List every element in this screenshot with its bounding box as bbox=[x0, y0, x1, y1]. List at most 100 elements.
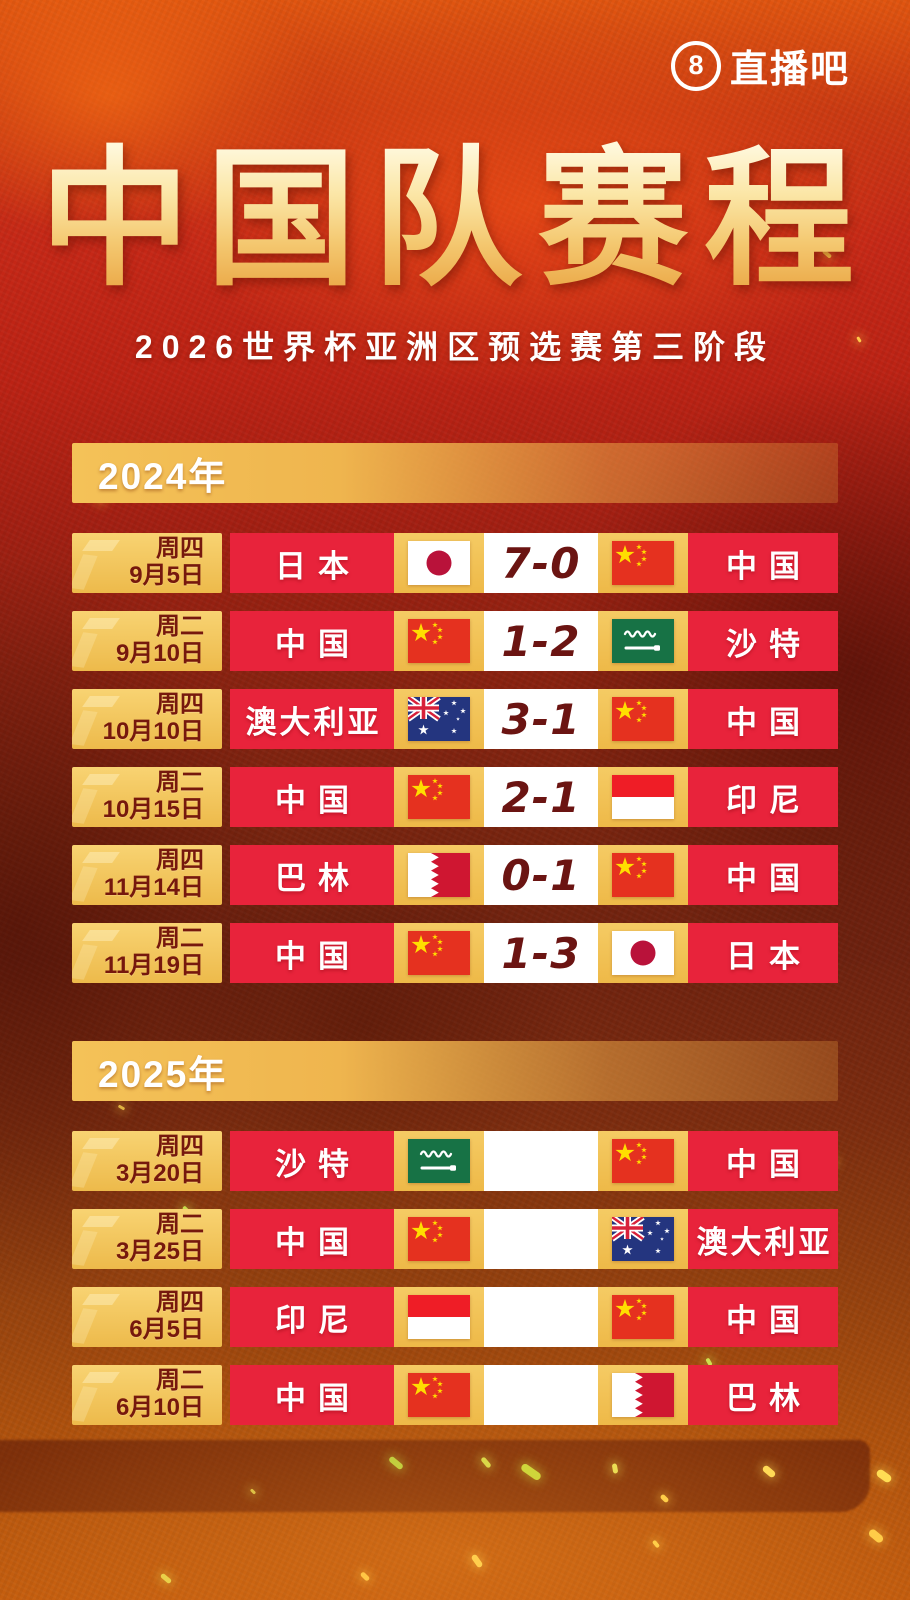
home-team-name: 巴林 bbox=[230, 845, 394, 905]
match-rows: 周四 9月5日 日本 7-0 中国 周二 9月10日 中国 1-2 沙特 周四 … bbox=[72, 533, 838, 983]
match-date-text: 3月25日 bbox=[115, 1238, 204, 1265]
match-weekday: 周二 bbox=[156, 769, 204, 797]
flag-china-icon bbox=[394, 1209, 484, 1269]
match-date-cell: 周四 3月20日 bbox=[72, 1131, 222, 1191]
schedule: 2024年 周四 9月5日 日本 7-0 中国 周二 9月10日 中国 1-2 … bbox=[72, 443, 838, 1425]
ember-spark-icon bbox=[761, 1464, 777, 1479]
away-team-name: 印尼 bbox=[688, 767, 838, 827]
background-dark-band bbox=[0, 1440, 870, 1512]
home-team-name: 中国 bbox=[230, 611, 394, 671]
flag-saudi-arabia-icon bbox=[394, 1131, 484, 1191]
match-date-text: 10月10日 bbox=[102, 718, 204, 745]
home-team-name: 沙特 bbox=[230, 1131, 394, 1191]
flag-china-icon bbox=[598, 533, 688, 593]
zhibo8-wordmark: 直播吧 bbox=[729, 49, 850, 91]
zhibo8-8-icon: 8 bbox=[670, 40, 721, 91]
match-date-text: 9月5日 bbox=[129, 562, 204, 589]
flag-china-icon bbox=[394, 767, 484, 827]
match-row: 周四 9月5日 日本 7-0 中国 bbox=[72, 533, 838, 593]
home-team-name: 日本 bbox=[230, 533, 394, 593]
home-team-name: 中国 bbox=[230, 767, 394, 827]
flag-china-icon bbox=[394, 1365, 484, 1425]
match-weekday: 周四 bbox=[156, 1133, 204, 1161]
match-weekday: 周二 bbox=[156, 1211, 204, 1239]
match-score: 0-1 bbox=[484, 845, 598, 905]
zhibo8-8-number: 8 bbox=[688, 50, 704, 80]
match-date-text: 3月20日 bbox=[115, 1160, 204, 1187]
match-date-cell: 周二 9月10日 bbox=[72, 611, 222, 671]
ember-spark-icon bbox=[249, 1488, 257, 1495]
flag-indonesia-icon bbox=[598, 767, 688, 827]
home-team-name: 中国 bbox=[230, 923, 394, 983]
match-weekday: 周二 bbox=[156, 1367, 204, 1395]
ember-spark-icon bbox=[659, 1493, 670, 1504]
ember-spark-icon bbox=[875, 1468, 893, 1484]
match-date-text: 9月10日 bbox=[115, 640, 204, 667]
poster-title: 中国队赛程 bbox=[0, 138, 910, 300]
flag-china-icon bbox=[394, 611, 484, 671]
ember-spark-icon bbox=[519, 1462, 543, 1482]
ember-spark-icon bbox=[159, 1572, 173, 1585]
match-date-text: 11月19日 bbox=[103, 952, 204, 979]
away-team-name: 中国 bbox=[688, 845, 838, 905]
match-row: 周四 6月5日 印尼 中国 bbox=[72, 1287, 838, 1347]
flag-china-icon bbox=[598, 1287, 688, 1347]
away-team-name: 沙特 bbox=[688, 611, 838, 671]
year-section: 2024年 周四 9月5日 日本 7-0 中国 周二 9月10日 中国 1-2 … bbox=[72, 443, 838, 983]
away-team-name: 中国 bbox=[688, 533, 838, 593]
match-date-cell: 周二 11月19日 bbox=[72, 923, 222, 983]
away-team-name: 中国 bbox=[688, 1287, 838, 1347]
match-date-text: 10月15日 bbox=[102, 796, 204, 823]
match-date-cell: 周二 3月25日 bbox=[72, 1209, 222, 1269]
match-score: 1-3 bbox=[484, 923, 598, 983]
home-team-name: 印尼 bbox=[230, 1287, 394, 1347]
away-team-name: 澳大利亚 bbox=[688, 1209, 838, 1269]
ember-spark-icon bbox=[867, 1527, 885, 1545]
flag-bahrain-icon bbox=[598, 1365, 688, 1425]
match-date-cell: 周四 10月10日 bbox=[72, 689, 222, 749]
match-weekday: 周四 bbox=[156, 535, 204, 563]
flag-china-icon bbox=[394, 923, 484, 983]
year-header-bar: 2024年 bbox=[72, 443, 838, 503]
home-team-name: 中国 bbox=[230, 1209, 394, 1269]
flag-bahrain-icon bbox=[394, 845, 484, 905]
flag-saudi-arabia-icon bbox=[598, 611, 688, 671]
match-date-cell: 周二 10月15日 bbox=[72, 767, 222, 827]
match-date-text: 6月10日 bbox=[115, 1394, 204, 1421]
match-weekday: 周四 bbox=[156, 847, 204, 875]
match-row: 周四 3月20日 沙特 中国 bbox=[72, 1131, 838, 1191]
flag-china-icon bbox=[598, 1131, 688, 1191]
flag-japan-icon bbox=[598, 923, 688, 983]
match-date-cell: 周四 11月14日 bbox=[72, 845, 222, 905]
match-weekday: 周四 bbox=[156, 1289, 204, 1317]
away-team-name: 中国 bbox=[688, 1131, 838, 1191]
match-weekday: 周四 bbox=[156, 691, 204, 719]
match-row: 周四 11月14日 巴林 0-1 中国 bbox=[72, 845, 838, 905]
home-team-name: 中国 bbox=[230, 1365, 394, 1425]
match-weekday: 周二 bbox=[156, 613, 204, 641]
ember-spark-icon bbox=[480, 1456, 492, 1469]
away-team-name: 巴林 bbox=[688, 1365, 838, 1425]
match-row: 周二 6月10日 中国 巴林 bbox=[72, 1365, 838, 1425]
match-row: 周二 3月25日 中国 澳大利亚 bbox=[72, 1209, 838, 1269]
match-date-cell: 周四 9月5日 bbox=[72, 533, 222, 593]
flag-australia-icon bbox=[598, 1209, 688, 1269]
ember-spark-icon bbox=[470, 1553, 484, 1569]
match-row: 周二 11月19日 中国 1-3 日本 bbox=[72, 923, 838, 983]
match-score: 3-1 bbox=[484, 689, 598, 749]
home-team-name: 澳大利亚 bbox=[230, 689, 394, 749]
match-date-text: 6月5日 bbox=[129, 1316, 204, 1343]
match-rows: 周四 3月20日 沙特 中国 周二 3月25日 中国 澳大利亚 周四 6月5日 … bbox=[72, 1131, 838, 1425]
ember-spark-icon bbox=[387, 1455, 405, 1471]
away-team-name: 日本 bbox=[688, 923, 838, 983]
match-row: 周四 10月10日 澳大利亚 3-1 中国 bbox=[72, 689, 838, 749]
match-row: 周二 9月10日 中国 1-2 沙特 bbox=[72, 611, 838, 671]
flag-china-icon bbox=[598, 845, 688, 905]
match-score: 7-0 bbox=[484, 533, 598, 593]
match-score bbox=[484, 1365, 598, 1425]
match-score: 2-1 bbox=[484, 767, 598, 827]
match-date-cell: 周四 6月5日 bbox=[72, 1287, 222, 1347]
flag-china-icon bbox=[598, 689, 688, 749]
match-row: 周二 10月15日 中国 2-1 印尼 bbox=[72, 767, 838, 827]
